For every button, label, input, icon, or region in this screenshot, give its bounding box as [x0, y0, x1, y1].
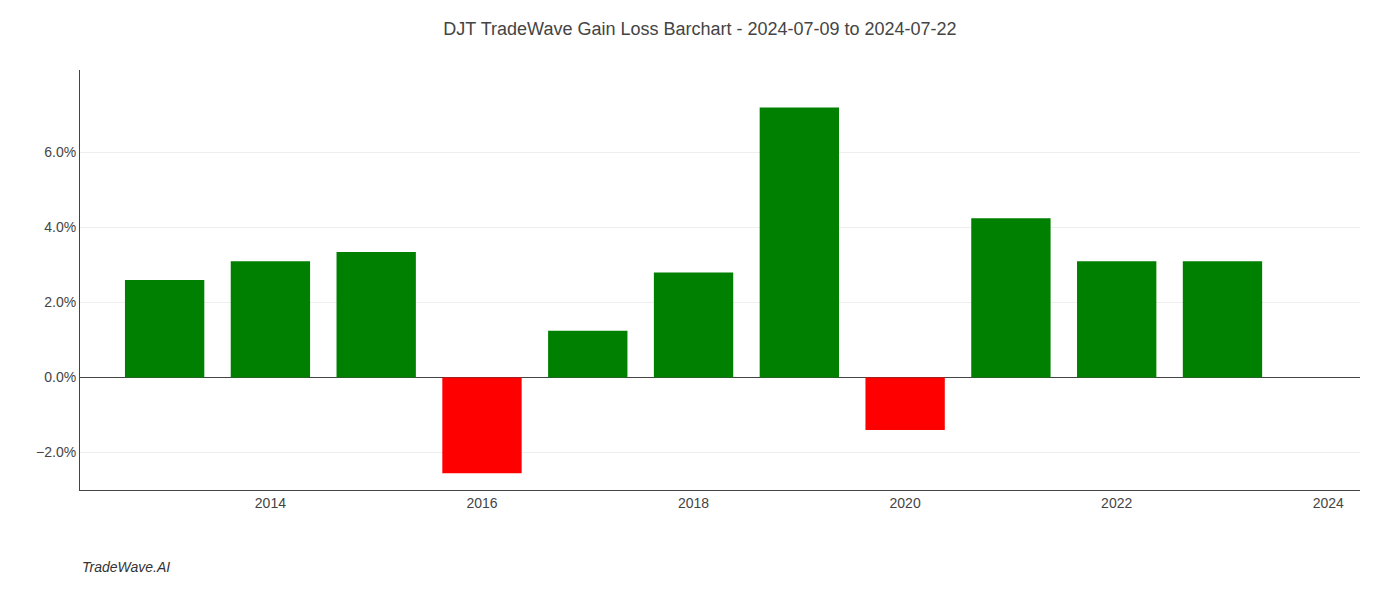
svg-text:2020: 2020: [890, 495, 921, 511]
svg-text:4.0%: 4.0%: [44, 219, 76, 235]
svg-text:2024: 2024: [1313, 495, 1344, 511]
svg-text:2016: 2016: [466, 495, 497, 511]
svg-text:2014: 2014: [255, 495, 286, 511]
svg-text:−2.0%: −2.0%: [36, 444, 76, 460]
svg-text:2022: 2022: [1101, 495, 1132, 511]
svg-text:2018: 2018: [678, 495, 709, 511]
svg-text:DJT TradeWave Gain Loss Barcha: DJT TradeWave Gain Loss Barchart - 2024-…: [443, 19, 956, 39]
svg-text:2.0%: 2.0%: [44, 294, 76, 310]
svg-text:0.0%: 0.0%: [44, 369, 76, 385]
svg-text:6.0%: 6.0%: [44, 144, 76, 160]
svg-text:TradeWave.AI: TradeWave.AI: [82, 559, 170, 575]
